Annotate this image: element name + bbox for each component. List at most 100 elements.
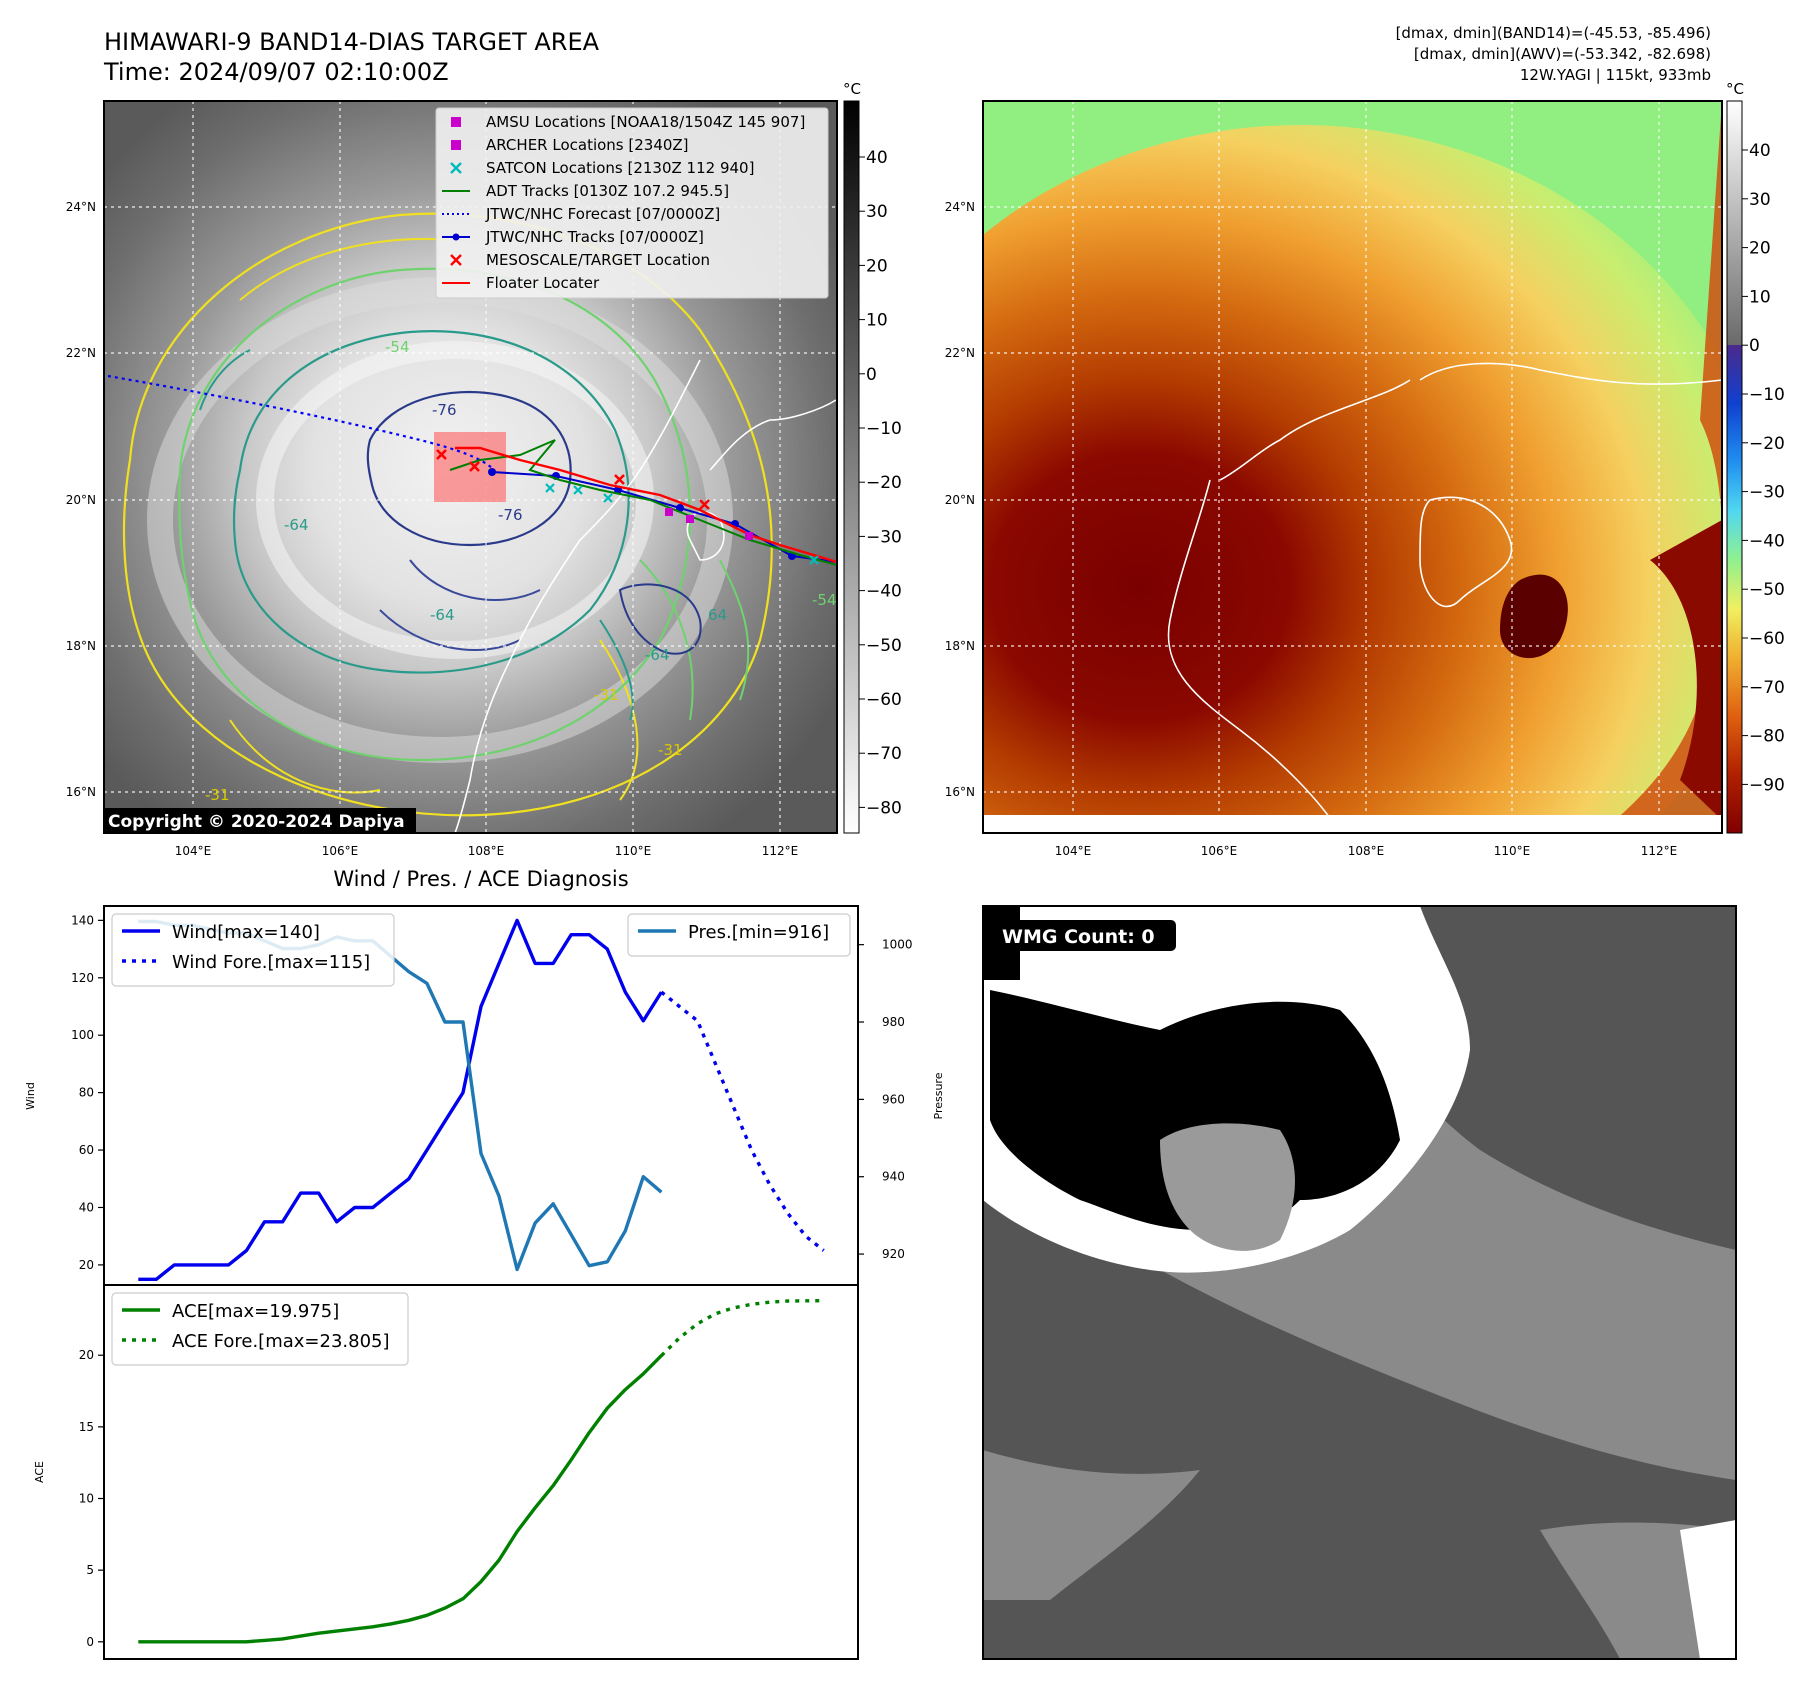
y-tick-label: 10 bbox=[79, 1492, 94, 1506]
map-legend-entry: MESOSCALE/TARGET Location bbox=[450, 251, 710, 269]
contour-label: 64 bbox=[708, 606, 727, 624]
legend-square-marker bbox=[451, 140, 461, 150]
map-legend-entry: Floater Locater bbox=[442, 274, 600, 292]
y-right-tick-label: 920 bbox=[882, 1247, 905, 1261]
map-legend-label: AMSU Locations [NOAA18/1504Z 145 907] bbox=[486, 113, 805, 131]
colorbar-right-tick-label: −90 bbox=[1749, 775, 1785, 795]
colorbar-left-tick-label: 30 bbox=[866, 202, 888, 222]
legend-square-marker bbox=[451, 117, 461, 127]
series-line-1 bbox=[660, 1298, 824, 1357]
map-lon-tick-label: 104°E bbox=[1055, 844, 1092, 858]
contour-label: -31 bbox=[205, 786, 230, 804]
legend-x-marker bbox=[450, 162, 462, 174]
y-tick-label: 120 bbox=[71, 971, 94, 985]
map-legend-label: JTWC/NHC Tracks [07/0000Z] bbox=[485, 228, 704, 246]
colorbar-left-tick-label: −60 bbox=[866, 690, 902, 710]
colorbar-right-tick-label: −70 bbox=[1749, 678, 1785, 698]
diagnosis-title: Wind / Pres. / ACE Diagnosis bbox=[333, 867, 628, 891]
map-legend: AMSU Locations [NOAA18/1504Z 145 907] ARC… bbox=[435, 107, 829, 299]
wind-axis-label: Wind bbox=[24, 1082, 37, 1110]
contour-label: -54 bbox=[812, 591, 837, 609]
colorbar-right-tick-label: −40 bbox=[1749, 531, 1785, 551]
colorbar-right-tick-label: −60 bbox=[1749, 629, 1785, 649]
storm-info: 12W.YAGI | 115kt, 933mb bbox=[1519, 66, 1711, 84]
colorbar-right-tick-label: 10 bbox=[1749, 287, 1771, 307]
map-legend-entry: SATCON Locations [2130Z 112 940] bbox=[450, 159, 754, 177]
map-legend-entry: JTWC/NHC Forecast [07/0000Z] bbox=[442, 205, 720, 223]
chart-legend-label: ACE Fore.[max=23.805] bbox=[172, 1331, 390, 1352]
colorbar-right-tick-label: −50 bbox=[1749, 580, 1785, 600]
map-legend-label: JTWC/NHC Forecast [07/0000Z] bbox=[485, 205, 720, 223]
series-line-1 bbox=[660, 990, 825, 1252]
chart-legend-entry: ACE Fore.[max=23.805] bbox=[122, 1331, 390, 1352]
stats-band14: [dmax, dmin](BAND14)=(-45.53, -85.496) bbox=[1395, 24, 1711, 42]
floater-line bbox=[455, 446, 837, 564]
y-tick-label: 20 bbox=[79, 1348, 94, 1362]
map-lon-tick-label: 112°E bbox=[1641, 844, 1678, 858]
contour-label: -31 bbox=[658, 741, 683, 759]
wmg-count-label: WMG Count: 0 bbox=[1002, 926, 1155, 948]
chart-legend-entry: Wind Fore.[max=115] bbox=[122, 952, 370, 973]
map-legend-label: MESOSCALE/TARGET Location bbox=[486, 251, 710, 269]
figure-title: HIMAWARI-9 BAND14-DIAS TARGET AREA bbox=[104, 28, 600, 56]
map-legend-entry: ADT Tracks [0130Z 107.2 945.5] bbox=[442, 182, 729, 200]
chart-legend-entry: Pres.[min=916] bbox=[638, 922, 829, 943]
map-lat-tick-label: 16°N bbox=[945, 785, 975, 799]
colorbar-left-tick-label: −80 bbox=[866, 798, 902, 818]
colorbar-left-tick-label: 20 bbox=[866, 256, 888, 276]
colorbar-right-tick-label: −10 bbox=[1749, 385, 1785, 405]
map-lat-tick-label: 16°N bbox=[66, 785, 96, 799]
map-lon-tick-label: 104°E bbox=[175, 844, 212, 858]
target-area-box bbox=[434, 432, 506, 502]
legend-dot-marker bbox=[452, 233, 460, 241]
y-tick-label: 20 bbox=[79, 1258, 94, 1272]
y-tick-label: 100 bbox=[71, 1028, 94, 1042]
map-lat-tick-label: 24°N bbox=[66, 200, 96, 214]
colorbar-right-unit: °C bbox=[1726, 80, 1744, 98]
map-lat-tick-label: 18°N bbox=[945, 639, 975, 653]
y-right-tick-label: 1000 bbox=[882, 938, 913, 952]
stats-awv: [dmax, dmin](AWV)=(-53.342, -82.698) bbox=[1413, 45, 1711, 63]
y-tick-label: 140 bbox=[71, 913, 94, 927]
map-lat-tick-label: 20°N bbox=[945, 493, 975, 507]
map-lat-tick-label: 22°N bbox=[66, 346, 96, 360]
contour-label: -64 bbox=[284, 516, 309, 534]
map-lon-tick-label: 108°E bbox=[468, 844, 505, 858]
chart-legend-entry: Wind[max=140] bbox=[122, 922, 320, 943]
colorbar-right-tick-label: 30 bbox=[1749, 190, 1771, 210]
contour-label: -64 bbox=[430, 606, 455, 624]
map-legend-entry: JTWC/NHC Tracks [07/0000Z] bbox=[442, 228, 704, 246]
colorbar-right-tick-label: −80 bbox=[1749, 727, 1785, 747]
map-legend-entry: AMSU Locations [NOAA18/1504Z 145 907] bbox=[451, 113, 805, 131]
map-legend-label: ADT Tracks [0130Z 107.2 945.5] bbox=[486, 182, 729, 200]
y-right-tick-label: 980 bbox=[882, 1015, 905, 1029]
contour-label: -64 bbox=[645, 646, 670, 664]
ace-axis-label: ACE bbox=[33, 1461, 46, 1483]
chart-legend-label: Pres.[min=916] bbox=[688, 922, 829, 943]
map-lon-tick-label: 106°E bbox=[1201, 844, 1238, 858]
y-tick-label: 80 bbox=[79, 1086, 94, 1100]
chart-legend-entry: ACE[max=19.975] bbox=[122, 1301, 339, 1322]
map-legend-label: SATCON Locations [2130Z 112 940] bbox=[486, 159, 754, 177]
contour-label: -31 bbox=[594, 686, 619, 704]
map-lon-tick-label: 108°E bbox=[1348, 844, 1385, 858]
colorbar-left-tick-label: 40 bbox=[866, 148, 888, 168]
series-line-0 bbox=[138, 918, 663, 1282]
map-lat-tick-label: 20°N bbox=[66, 493, 96, 507]
map-lat-tick-label: 22°N bbox=[945, 346, 975, 360]
ir-map-panel: -76 -76 -64 -64 -64 64 -54 -54 -31 -31 -… bbox=[103, 100, 838, 834]
colorbar-right-tick-label: 0 bbox=[1749, 336, 1760, 356]
colorbar-right: °C 40 30 20 10 0 −10 −20 −30 −40 −50 −60 −70 −80 −90 bbox=[1726, 80, 1785, 834]
map-lon-tick-label: 110°E bbox=[615, 844, 652, 858]
colorbar-left-tick-label: −20 bbox=[866, 473, 902, 493]
contour-label: -54 bbox=[385, 338, 410, 356]
chart-legend-label: Wind[max=140] bbox=[172, 922, 320, 943]
wmg-panel: WMG Count: 0 bbox=[982, 905, 1737, 1660]
y-tick-label: 60 bbox=[79, 1143, 94, 1157]
figure-time: Time: 2024/09/07 02:10:00Z bbox=[104, 58, 449, 86]
map-legend-entry: ARCHER Locations [2340Z] bbox=[451, 136, 689, 154]
y-right-tick-label: 940 bbox=[882, 1170, 905, 1184]
y-right-tick-label: 960 bbox=[882, 1092, 905, 1106]
